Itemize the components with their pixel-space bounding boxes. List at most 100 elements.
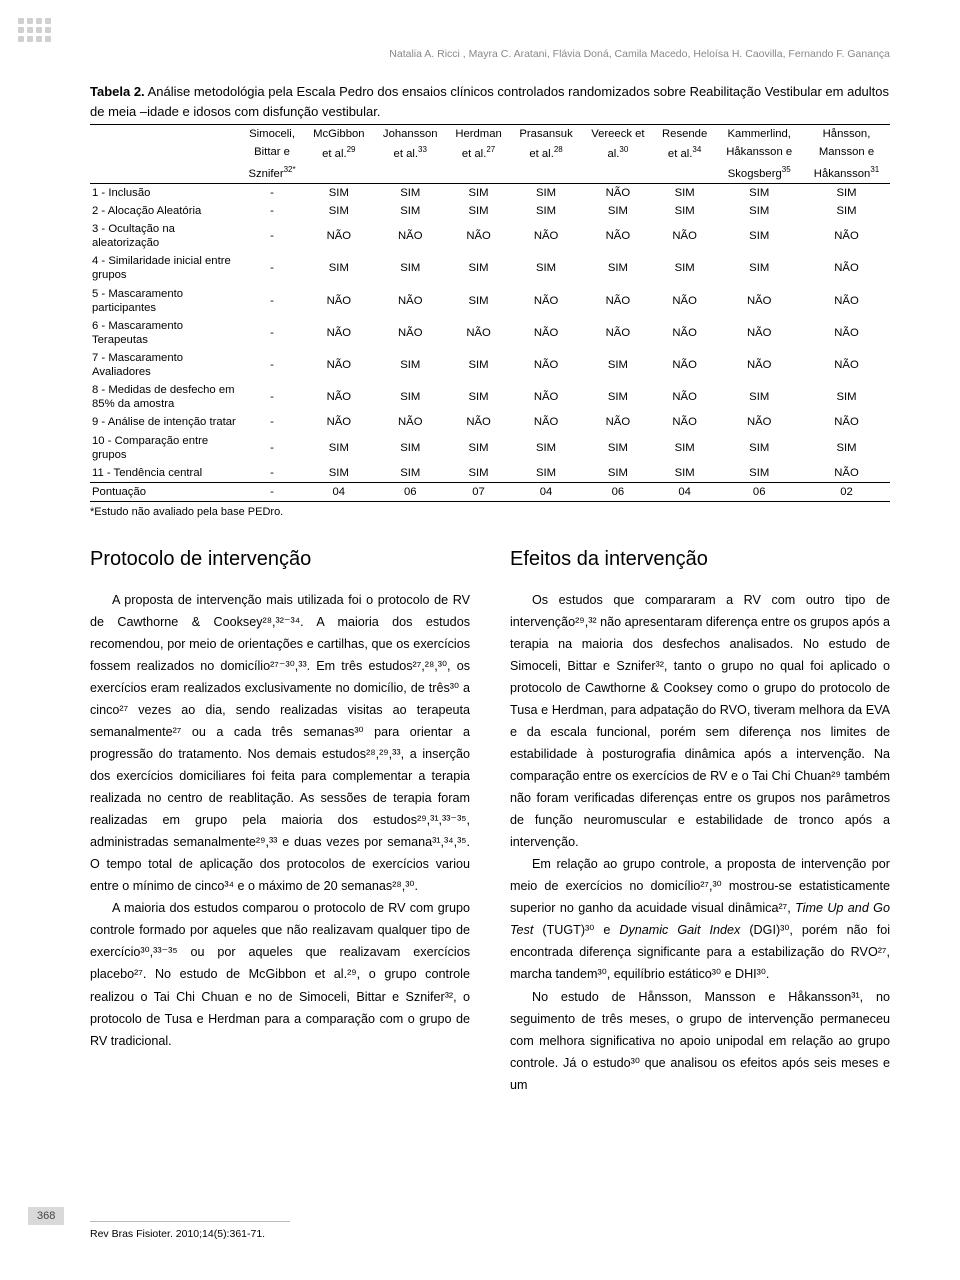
table-cell: SIM <box>715 432 803 464</box>
table-row: Pontuação-0406070406040602 <box>90 482 890 501</box>
left-heading: Protocolo de intervenção <box>90 548 470 571</box>
table-cell: NÃO <box>447 413 510 431</box>
table-cell: 1 - Inclusão <box>90 183 240 202</box>
table-cell: SIM <box>304 432 373 464</box>
table-cell: - <box>240 317 304 349</box>
table-cell: NÃO <box>654 317 716 349</box>
table-cell: NÃO <box>510 317 582 349</box>
table-cell: NÃO <box>654 381 716 413</box>
table-head-cell: et al.28 <box>510 143 582 163</box>
table-cell: SIM <box>715 220 803 252</box>
table-caption: Tabela 2. Análise metodológia pela Escal… <box>90 82 890 121</box>
table-row: 4 - Similaridade inicial entre grupos-SI… <box>90 252 890 284</box>
table-cell: 06 <box>715 482 803 501</box>
table-head-cell: Hånsson, <box>803 125 890 144</box>
table-cell: NÃO <box>510 220 582 252</box>
table-cell: NÃO <box>654 285 716 317</box>
table-cell: NÃO <box>803 464 890 483</box>
table-cell: SIM <box>374 252 447 284</box>
table-head-cell: McGibbon <box>304 125 373 144</box>
table-head-cell: Kammerlind, <box>715 125 803 144</box>
table-row: 7 - Mascaramento Avaliadores-NÃOSIMSIMNÃ… <box>90 349 890 381</box>
table-cell: - <box>240 432 304 464</box>
table-cell: 11 - Tendência central <box>90 464 240 483</box>
table-cell: NÃO <box>803 285 890 317</box>
table-cell: 5 - Mascaramento participantes <box>90 285 240 317</box>
table-cell: NÃO <box>803 349 890 381</box>
table-head-cell: Håkansson e <box>715 143 803 163</box>
table-cell: - <box>240 202 304 220</box>
table-cell: NÃO <box>374 220 447 252</box>
table-row: 8 - Medidas de desfecho em 85% da amostr… <box>90 381 890 413</box>
table-cell: NÃO <box>715 413 803 431</box>
table-head-cell: et al.27 <box>447 143 510 163</box>
table-caption-text: Análise metodológia pela Escala Pedro do… <box>90 84 889 119</box>
table-cell: SIM <box>654 464 716 483</box>
table-cell: 4 - Similaridade inicial entre grupos <box>90 252 240 284</box>
table-head-cell: Resende <box>654 125 716 144</box>
authors-line: Natalia A. Ricci , Mayra C. Aratani, Flá… <box>0 0 960 60</box>
table-cell: SIM <box>803 183 890 202</box>
table-head-cell <box>90 163 240 183</box>
table-row: 6 - Mascaramento Terapeutas-NÃONÃONÃONÃO… <box>90 317 890 349</box>
table-cell: NÃO <box>304 413 373 431</box>
table-cell: SIM <box>582 349 654 381</box>
table-cell: SIM <box>374 381 447 413</box>
table-head-cell <box>90 143 240 163</box>
table-cell: - <box>240 413 304 431</box>
table-cell: 3 - Ocultação na aleatorização <box>90 220 240 252</box>
table-cell: SIM <box>374 183 447 202</box>
table-cell: NÃO <box>715 285 803 317</box>
table-cell: NÃO <box>374 317 447 349</box>
table-cell: SIM <box>582 464 654 483</box>
right-heading: Efeitos da intervenção <box>510 548 890 571</box>
table-cell: SIM <box>304 202 373 220</box>
table-cell: SIM <box>447 349 510 381</box>
table-cell: SIM <box>374 202 447 220</box>
table-cell: - <box>240 183 304 202</box>
table-cell: NÃO <box>803 413 890 431</box>
table-row: 3 - Ocultação na aleatorização-NÃONÃONÃO… <box>90 220 890 252</box>
table-caption-bold: Tabela 2. <box>90 84 145 99</box>
table-cell: SIM <box>447 381 510 413</box>
table-cell: NÃO <box>304 317 373 349</box>
table-cell: SIM <box>510 252 582 284</box>
table-cell: SIM <box>654 183 716 202</box>
right-para-3: No estudo de Hånsson, Mansson e Håkansso… <box>510 986 890 1096</box>
table-cell: SIM <box>654 432 716 464</box>
left-para-2: A maioria dos estudos comparou o protoco… <box>90 897 470 1051</box>
table-cell: NÃO <box>374 413 447 431</box>
table-cell: 8 - Medidas de desfecho em 85% da amostr… <box>90 381 240 413</box>
table-head-cell: Skogsberg35 <box>715 163 803 183</box>
table-cell: 06 <box>582 482 654 501</box>
table-cell: NÃO <box>582 317 654 349</box>
table-cell: SIM <box>304 183 373 202</box>
table-cell: SIM <box>510 202 582 220</box>
table-cell: NÃO <box>304 220 373 252</box>
table-head-cell <box>510 163 582 183</box>
table-cell: 6 - Mascaramento Terapeutas <box>90 317 240 349</box>
table-cell: - <box>240 482 304 501</box>
table-cell: NÃO <box>582 413 654 431</box>
table-cell: NÃO <box>654 220 716 252</box>
table-cell: NÃO <box>803 252 890 284</box>
table-cell: NÃO <box>803 220 890 252</box>
table-cell: SIM <box>374 349 447 381</box>
table-cell: SIM <box>803 432 890 464</box>
table-cell: NÃO <box>447 317 510 349</box>
table-cell: - <box>240 220 304 252</box>
table-cell: NÃO <box>715 317 803 349</box>
table-cell: - <box>240 381 304 413</box>
table-cell: NÃO <box>582 285 654 317</box>
table-cell: - <box>240 349 304 381</box>
table-cell: SIM <box>447 285 510 317</box>
table-cell: SIM <box>654 202 716 220</box>
table-head-cell: et al.33 <box>374 143 447 163</box>
table-head-cell: Håkansson31 <box>803 163 890 183</box>
table-head: Simoceli,McGibbonJohanssonHerdmanPrasans… <box>90 125 890 184</box>
table-cell: NÃO <box>582 183 654 202</box>
pedro-scale-table: Simoceli,McGibbonJohanssonHerdmanPrasans… <box>90 124 890 502</box>
table-cell: SIM <box>582 202 654 220</box>
table-cell: NÃO <box>654 413 716 431</box>
table-head-cell: Mansson e <box>803 143 890 163</box>
